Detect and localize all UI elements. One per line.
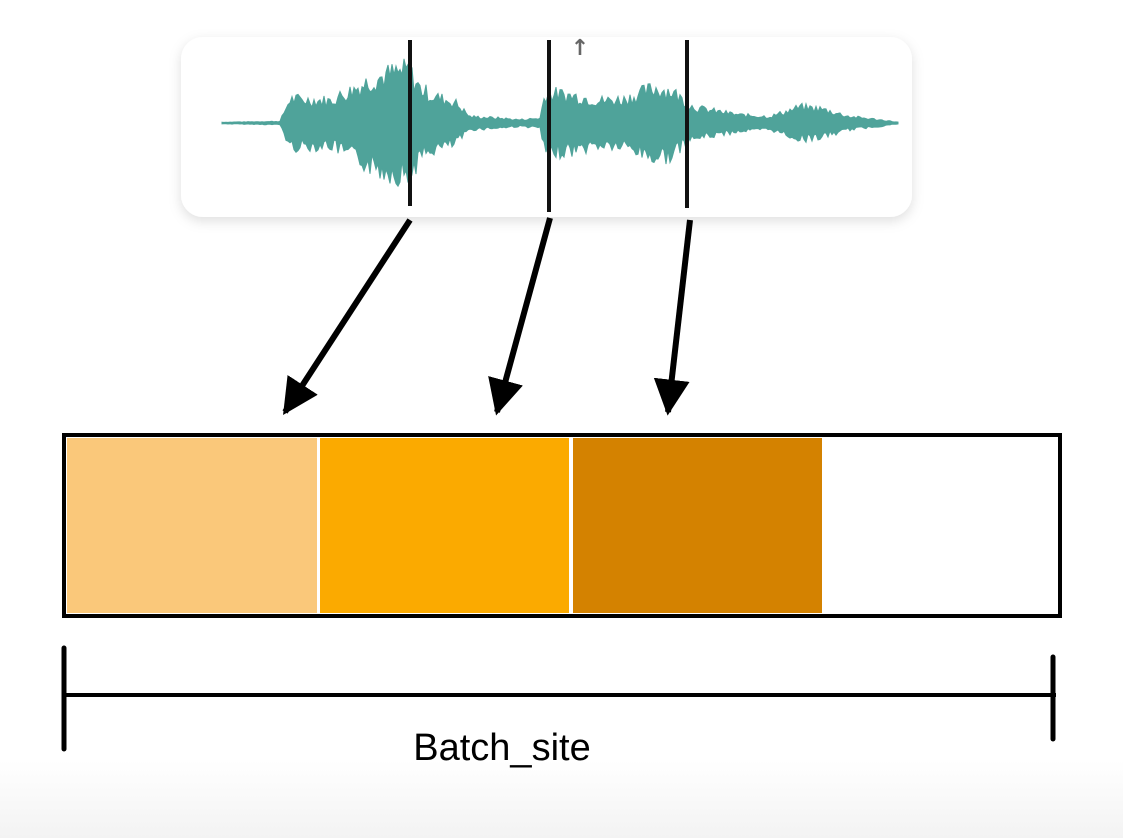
mapping-arrows [282,217,693,416]
arrow-to-slot-2 [488,217,553,416]
waveform-card: ↑ [181,36,912,217]
batch-segment-empty [825,438,1057,613]
waveform-icon [221,58,899,188]
playhead-icon: ↑ [571,36,589,61]
batch-container [62,433,1062,618]
arrow-to-slot-3 [653,219,693,416]
batch-segment-2 [320,438,569,613]
arrow-to-slot-1 [282,218,413,416]
batch-segment-3 [573,438,822,613]
batch-segment-1 [67,438,317,613]
dimension-label: Batch_site [413,727,590,769]
batch-size-dimension: Batch_site [61,645,1056,769]
